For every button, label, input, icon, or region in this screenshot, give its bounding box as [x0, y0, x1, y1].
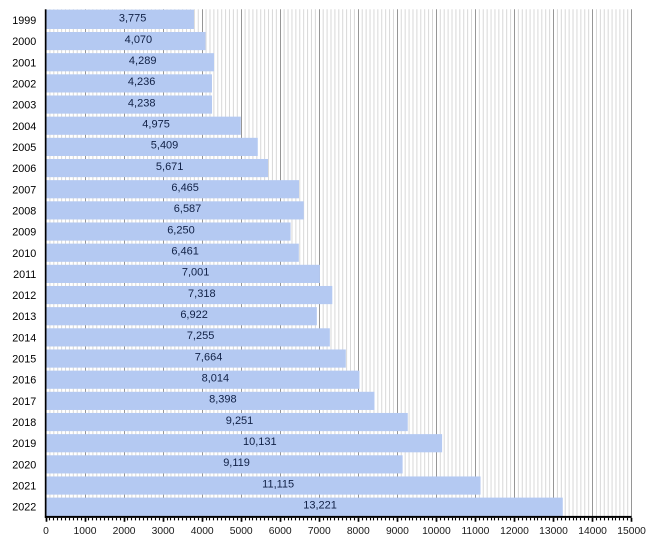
svg-text:15000: 15000 [617, 526, 646, 536]
svg-text:2001: 2001 [12, 57, 36, 69]
svg-text:2000: 2000 [113, 526, 136, 536]
svg-text:2019: 2019 [12, 438, 36, 450]
svg-text:8,014: 8,014 [202, 373, 230, 385]
svg-text:6,587: 6,587 [174, 203, 202, 215]
svg-text:2008: 2008 [12, 205, 36, 217]
svg-text:13000: 13000 [539, 526, 568, 536]
svg-text:4,975: 4,975 [142, 119, 170, 131]
svg-text:1999: 1999 [12, 15, 36, 27]
svg-text:8,398: 8,398 [209, 394, 237, 406]
svg-text:6,465: 6,465 [171, 182, 199, 194]
svg-text:12000: 12000 [500, 526, 529, 536]
svg-text:6000: 6000 [269, 526, 292, 536]
svg-text:2011: 2011 [13, 269, 36, 281]
svg-text:2013: 2013 [12, 311, 36, 323]
svg-text:7,001: 7,001 [182, 267, 210, 279]
svg-text:2007: 2007 [12, 184, 36, 196]
svg-text:2000: 2000 [12, 36, 36, 48]
svg-text:7,255: 7,255 [187, 330, 215, 342]
svg-text:2015: 2015 [12, 354, 36, 366]
svg-text:10,131: 10,131 [243, 436, 277, 448]
svg-text:2020: 2020 [12, 459, 36, 471]
svg-text:2003: 2003 [12, 100, 36, 112]
svg-text:3,775: 3,775 [119, 13, 147, 25]
svg-text:6,461: 6,461 [171, 246, 199, 258]
svg-text:13,221: 13,221 [303, 500, 337, 512]
svg-text:3000: 3000 [152, 526, 175, 536]
svg-text:2018: 2018 [12, 417, 36, 429]
svg-text:4,289: 4,289 [129, 55, 157, 67]
svg-text:1000: 1000 [74, 526, 97, 536]
svg-text:10000: 10000 [422, 526, 451, 536]
svg-text:5,409: 5,409 [151, 140, 179, 152]
svg-text:0: 0 [43, 526, 49, 536]
svg-text:2006: 2006 [12, 163, 36, 175]
svg-text:2002: 2002 [12, 78, 36, 90]
svg-text:2017: 2017 [12, 396, 36, 408]
svg-text:4,236: 4,236 [128, 76, 156, 88]
svg-text:2022: 2022 [12, 502, 36, 514]
svg-text:9,119: 9,119 [223, 457, 250, 469]
svg-text:2021: 2021 [12, 481, 36, 493]
svg-text:4000: 4000 [191, 526, 214, 536]
svg-text:2016: 2016 [12, 375, 36, 387]
svg-text:7000: 7000 [308, 526, 331, 536]
svg-text:2014: 2014 [12, 332, 36, 344]
svg-text:5,671: 5,671 [156, 161, 184, 173]
svg-text:11,115: 11,115 [262, 478, 294, 490]
svg-text:9000: 9000 [386, 526, 409, 536]
svg-text:6,922: 6,922 [180, 309, 208, 321]
svg-text:11000: 11000 [461, 526, 489, 536]
svg-text:9,251: 9,251 [226, 415, 254, 427]
svg-text:5000: 5000 [230, 526, 253, 536]
svg-text:14000: 14000 [578, 526, 607, 536]
svg-text:8000: 8000 [347, 526, 370, 536]
svg-text:2012: 2012 [12, 290, 36, 302]
svg-text:7,664: 7,664 [195, 351, 223, 363]
svg-text:6,250: 6,250 [167, 224, 195, 236]
svg-text:4,070: 4,070 [125, 34, 153, 46]
svg-text:2010: 2010 [12, 248, 36, 260]
svg-text:2004: 2004 [12, 121, 36, 133]
svg-text:4,238: 4,238 [128, 97, 156, 109]
svg-text:2009: 2009 [12, 227, 36, 239]
svg-text:7,318: 7,318 [188, 288, 216, 300]
svg-text:2005: 2005 [12, 142, 36, 154]
